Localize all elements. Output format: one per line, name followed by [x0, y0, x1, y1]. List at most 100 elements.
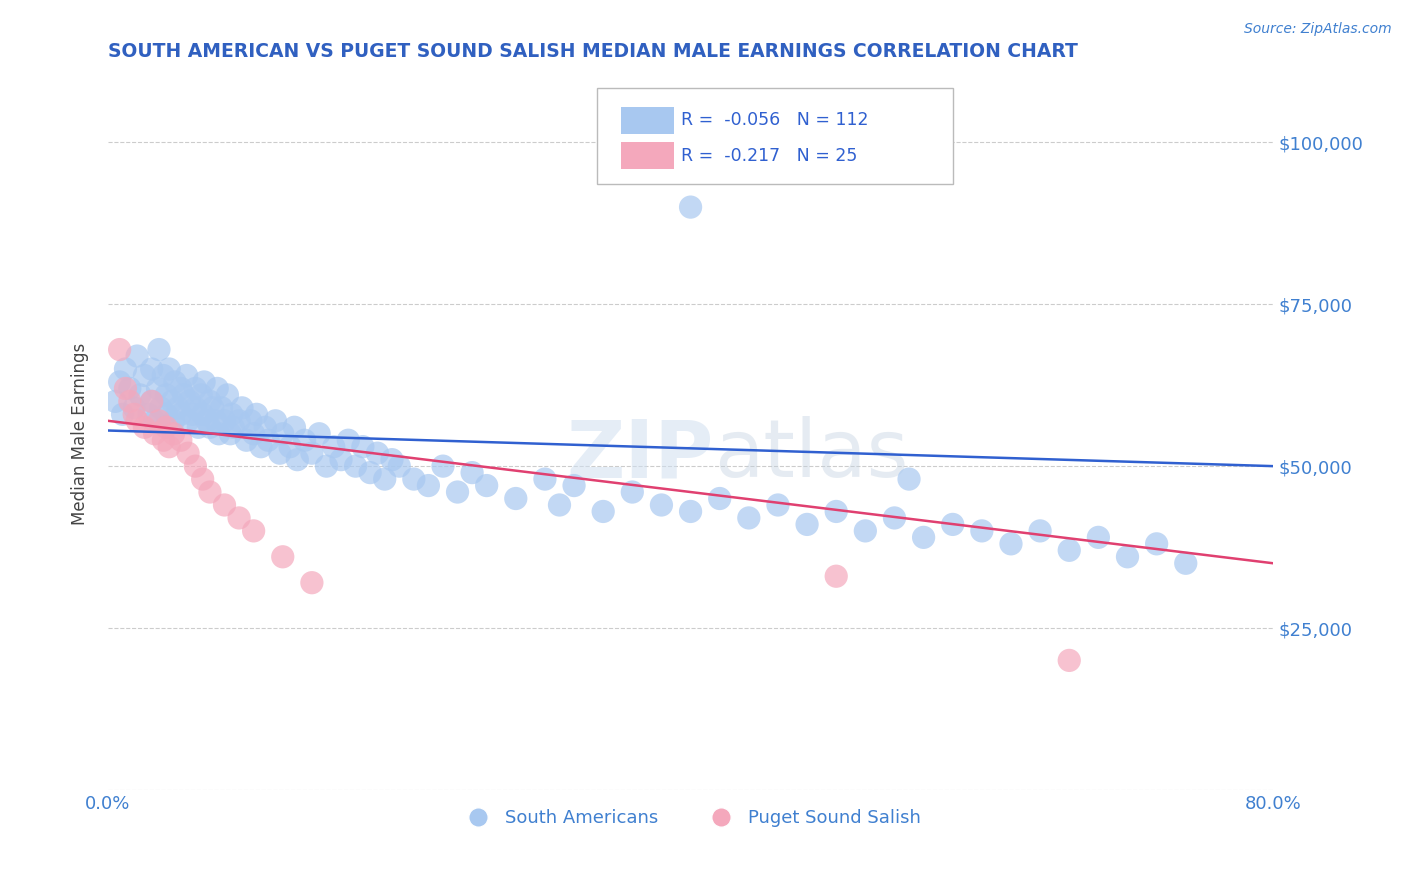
Point	[157, 362, 180, 376]
Point	[285, 452, 308, 467]
Point	[388, 459, 411, 474]
Point	[143, 426, 166, 441]
Point	[912, 530, 935, 544]
Legend: South Americans, Puget Sound Salish: South Americans, Puget Sound Salish	[453, 802, 928, 834]
Point	[1057, 653, 1080, 667]
Point	[214, 498, 236, 512]
Text: Source: ZipAtlas.com: Source: ZipAtlas.com	[1244, 22, 1392, 37]
Point	[190, 388, 212, 402]
Point	[254, 420, 277, 434]
Point	[152, 368, 174, 383]
Point	[278, 440, 301, 454]
Point	[155, 420, 177, 434]
Point	[167, 401, 190, 415]
Point	[129, 388, 152, 402]
Point	[222, 420, 245, 434]
Point	[1057, 543, 1080, 558]
Point	[264, 414, 287, 428]
Point	[242, 426, 264, 441]
Point	[148, 343, 170, 357]
Point	[184, 381, 207, 395]
Point	[170, 381, 193, 395]
Point	[301, 575, 323, 590]
Point	[208, 426, 231, 441]
Point	[592, 504, 614, 518]
Point	[475, 478, 498, 492]
Point	[211, 401, 233, 415]
Point	[1000, 537, 1022, 551]
Text: ZIP: ZIP	[567, 417, 714, 494]
Point	[184, 459, 207, 474]
Point	[177, 414, 200, 428]
Point	[228, 511, 250, 525]
Point	[796, 517, 818, 532]
Point	[134, 420, 156, 434]
Point	[146, 381, 169, 395]
Point	[766, 498, 789, 512]
Point	[548, 498, 571, 512]
Point	[679, 200, 702, 214]
Point	[184, 401, 207, 415]
Point	[155, 407, 177, 421]
Point	[179, 394, 201, 409]
Point	[1029, 524, 1052, 538]
Point	[198, 420, 221, 434]
Y-axis label: Median Male Earnings: Median Male Earnings	[72, 343, 89, 524]
Point	[214, 414, 236, 428]
Point	[127, 349, 149, 363]
Point	[650, 498, 672, 512]
Point	[201, 401, 224, 415]
Point	[228, 414, 250, 428]
Point	[239, 414, 262, 428]
Point	[191, 472, 214, 486]
Point	[257, 434, 280, 448]
Text: atlas: atlas	[714, 417, 908, 494]
Point	[162, 426, 184, 441]
Point	[1087, 530, 1109, 544]
Point	[170, 407, 193, 421]
Point	[141, 394, 163, 409]
Point	[283, 420, 305, 434]
Point	[138, 407, 160, 421]
Point	[381, 452, 404, 467]
Point	[242, 524, 264, 538]
Point	[1174, 556, 1197, 570]
Point	[195, 414, 218, 428]
Point	[271, 426, 294, 441]
Point	[143, 414, 166, 428]
Point	[204, 414, 226, 428]
Point	[118, 381, 141, 395]
Point	[193, 375, 215, 389]
Point	[418, 478, 440, 492]
Point	[173, 388, 195, 402]
Point	[198, 394, 221, 409]
Point	[970, 524, 993, 538]
Point	[534, 472, 557, 486]
Point	[738, 511, 761, 525]
Point	[122, 407, 145, 421]
Point	[152, 434, 174, 448]
Point	[461, 466, 484, 480]
Point	[155, 388, 177, 402]
Point	[446, 485, 468, 500]
Point	[250, 440, 273, 454]
Point	[942, 517, 965, 532]
Point	[322, 440, 344, 454]
Point	[825, 569, 848, 583]
Point	[883, 511, 905, 525]
Text: SOUTH AMERICAN VS PUGET SOUND SALISH MEDIAN MALE EARNINGS CORRELATION CHART: SOUTH AMERICAN VS PUGET SOUND SALISH MED…	[108, 42, 1078, 61]
Point	[114, 381, 136, 395]
Point	[149, 401, 172, 415]
Point	[163, 375, 186, 389]
Point	[330, 452, 353, 467]
Point	[245, 407, 267, 421]
FancyBboxPatch shape	[620, 143, 675, 169]
Point	[118, 394, 141, 409]
Point	[219, 426, 242, 441]
Point	[191, 407, 214, 421]
Point	[122, 401, 145, 415]
Point	[621, 485, 644, 500]
Point	[432, 459, 454, 474]
Point	[315, 459, 337, 474]
Point	[562, 478, 585, 492]
